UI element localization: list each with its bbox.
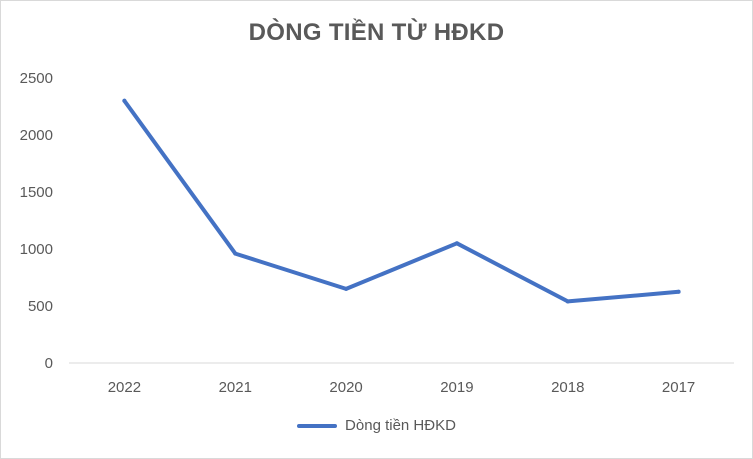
data-point	[233, 251, 238, 256]
x-tick-label: 2018	[551, 379, 584, 396]
y-tick-label: 1000	[20, 241, 53, 258]
x-tick-label: 2017	[662, 379, 695, 396]
y-tick-label: 0	[45, 355, 53, 372]
x-tick-label: 2019	[440, 379, 473, 396]
data-point	[344, 286, 349, 291]
data-point	[565, 299, 570, 304]
y-tick-label: 1500	[20, 184, 53, 201]
x-tick-label: 2020	[329, 379, 362, 396]
legend: Dòng tiền HĐKD	[1, 417, 752, 434]
legend-swatch	[297, 423, 338, 428]
series-line	[122, 98, 681, 304]
chart-title: DÒNG TIỀN TỪ HĐKD	[248, 19, 505, 46]
data-point	[454, 241, 459, 246]
x-tick-label: 2021	[219, 379, 252, 396]
data-point	[122, 98, 127, 103]
legend-label: Dòng tiền HĐKD	[345, 417, 456, 434]
y-tick-label: 2000	[20, 127, 53, 144]
data-point	[676, 289, 681, 294]
x-tick-label: 2022	[108, 379, 141, 396]
y-tick-label: 500	[28, 298, 53, 315]
y-tick-label: 2500	[20, 70, 53, 87]
